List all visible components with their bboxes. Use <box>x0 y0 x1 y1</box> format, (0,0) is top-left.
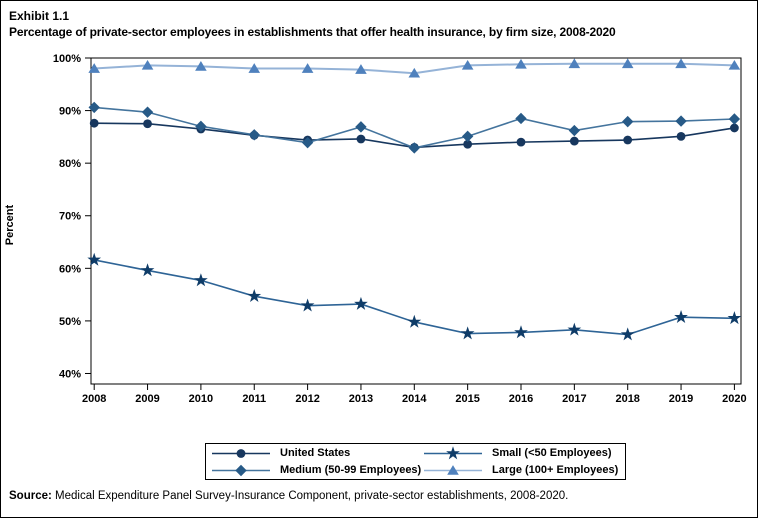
series-medium-50-99-employees-marker-diamond <box>515 112 527 125</box>
series-large-100-employees-marker-triangle <box>355 64 367 74</box>
series-large-100-employees-marker-triangle <box>88 63 100 73</box>
x-tick-label: 2017 <box>562 393 586 405</box>
x-tick-label: 2015 <box>455 393 479 405</box>
series-medium-50-99-employees-marker-diamond <box>195 120 207 133</box>
series-united-states-marker-circle <box>356 134 366 144</box>
series-large-100-employees-marker-triangle <box>728 59 741 70</box>
x-tick-label: 2008 <box>82 393 106 405</box>
series-united-states-marker-circle <box>623 135 633 145</box>
x-tick-label: 2013 <box>349 393 373 405</box>
source-note: Source: Medical Expenditure Panel Survey… <box>9 490 568 502</box>
series-small-50-employees-marker-star <box>354 296 368 310</box>
series-large-100-employees-marker-triangle <box>621 58 634 69</box>
series-medium-50-99-employees-marker-diamond <box>88 101 100 114</box>
series-united-states-marker-circle <box>89 118 99 128</box>
plot-frame <box>90 57 742 385</box>
series-large-100-employees-marker-triangle <box>248 63 261 73</box>
legend-swatch <box>212 464 270 476</box>
series-large-100-employees-marker-triangle <box>301 63 314 73</box>
legend-item-large-100-employees: Large (100+ Employees) <box>424 462 621 479</box>
x-tick-label: 2014 <box>402 393 427 405</box>
x-tick-label: 2012 <box>295 393 319 405</box>
series-medium-50-99-employees-marker-diamond <box>568 124 581 137</box>
legend-marker-diamond <box>235 464 247 476</box>
legend-swatch <box>424 445 482 459</box>
series-united-states-marker-circle <box>676 131 686 141</box>
series-small-50-employees-marker-star <box>460 326 475 340</box>
series-united-states-marker-circle <box>516 137 526 147</box>
series-medium-50-99-employees-marker-diamond <box>728 113 741 125</box>
legend-marker-circle <box>236 448 246 458</box>
series-large-100-employees-marker-triangle <box>195 61 207 71</box>
chart-title: Percentage of private-sector employees i… <box>9 25 616 39</box>
x-tick-label: 2020 <box>722 393 746 405</box>
line-chart: 100% 90% 80% 70% 60% 50% 40% 2008 2009 2010 2011 20… <box>53 53 747 405</box>
series-medium-50-99-employees-marker-diamond <box>141 106 154 118</box>
source-text: Medical Expenditure Panel Survey-Insuran… <box>51 490 569 502</box>
legend-swatch <box>424 464 482 475</box>
series-medium-50-99-employees-marker-diamond <box>355 121 367 133</box>
legend-label: Large (100+ Employees) <box>492 464 619 476</box>
legend-label: Medium (50-99 Employees) <box>280 464 422 476</box>
series-large-100-employees-marker-triangle <box>568 58 581 69</box>
y-tick-label: 80% <box>59 158 81 170</box>
legend: United States Small (<50 Employees) Medium… <box>205 443 626 480</box>
series-medium-50-99-employees-marker-diamond <box>248 129 260 141</box>
series-small-50-employees-marker-star <box>247 288 262 303</box>
series-small-50-employees-marker-star <box>674 310 688 324</box>
series-medium-50-99-employees-marker-diamond <box>301 136 314 149</box>
series-medium-50-99-employees-marker-diamond <box>622 115 634 128</box>
y-tick-label: 50% <box>59 316 81 328</box>
y-tick-label: 40% <box>59 368 81 380</box>
x-tick-label: 2009 <box>135 393 159 405</box>
x-tick-label: 2011 <box>242 393 266 405</box>
exhibit-number: Exhibit 1.1 <box>9 9 70 23</box>
series-united-states-marker-circle <box>143 119 152 129</box>
y-tick-label: 60% <box>59 263 81 275</box>
series-large-100-employees-marker-triangle <box>408 67 421 78</box>
series-medium-50-99-employees-marker-diamond <box>675 115 687 127</box>
x-tick-label: 2018 <box>615 393 639 405</box>
legend-item-medium-50-99-employees: Medium (50-99 Employees) <box>212 462 424 479</box>
series-small-50-employees-marker-star <box>514 325 528 339</box>
series-medium-50-99-employees-marker-diamond <box>408 142 420 154</box>
legend-label: United States <box>280 447 351 459</box>
y-tick-label: 90% <box>59 106 81 118</box>
series-united-states-marker-circle <box>730 123 739 133</box>
legend-marker-star <box>446 445 460 459</box>
legend-label: Small (<50 Employees) <box>492 447 612 459</box>
x-tick-label: 2019 <box>669 393 693 405</box>
series-united-states-marker-circle <box>569 136 579 146</box>
x-tick-label: 2010 <box>189 393 213 405</box>
legend-item-united-states: United States <box>212 445 424 462</box>
series-small-50-employees-marker-star <box>567 322 582 336</box>
series-large-100-employees-marker-triangle <box>515 58 527 69</box>
series-large-100-employees-marker-triangle <box>675 58 687 69</box>
series-small-50-employees-marker-star <box>300 298 315 312</box>
source-label: Source: <box>9 490 52 502</box>
title-block: Exhibit 1.1 Percentage of private-sector… <box>9 8 616 40</box>
series-small-50-employees-marker-star <box>407 314 422 328</box>
series-medium-50-99-employees-marker-diamond <box>461 130 474 143</box>
series-small-50-employees-marker-star <box>727 311 742 325</box>
series-small-50-employees-marker-star <box>194 273 208 287</box>
series-united-states-marker-circle <box>463 139 473 149</box>
series-small-50-employees-marker-star <box>620 327 635 341</box>
x-tick-label: 2016 <box>509 393 533 405</box>
legend-swatch <box>212 448 270 458</box>
series-small-50-employees-marker-star <box>140 263 155 277</box>
series-large-100-employees-marker-triangle <box>461 59 474 70</box>
y-tick-label: 100% <box>53 53 81 65</box>
series-large-100-employees-marker-triangle <box>141 59 154 70</box>
legend-item-small-50-employees: Small (<50 Employees) <box>424 445 621 462</box>
y-tick-label: 70% <box>59 211 81 223</box>
legend-marker-triangle <box>447 464 459 475</box>
series-small-50-employees-marker-star <box>87 252 102 266</box>
